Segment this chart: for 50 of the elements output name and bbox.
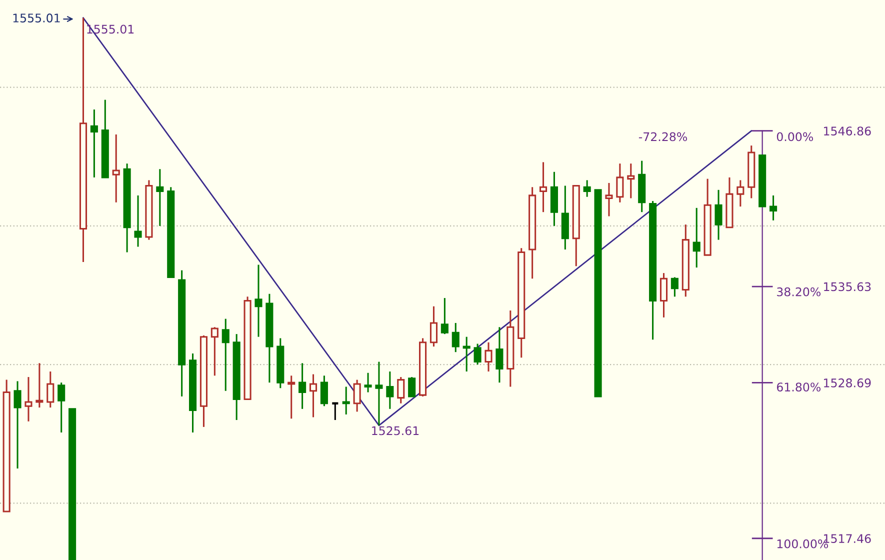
- candlestick: [616, 162, 624, 204]
- candlestick: [770, 194, 778, 222]
- annotation: 1525.61: [372, 426, 419, 436]
- candlestick: [440, 297, 448, 335]
- candlestick: [375, 361, 383, 426]
- candlestick: [364, 372, 372, 394]
- candlestick: [397, 376, 405, 404]
- candlestick: [222, 318, 230, 392]
- candlestick: [36, 362, 44, 408]
- candlestick: [134, 194, 142, 248]
- candlestick: [90, 108, 98, 178]
- candlestick: [14, 380, 22, 470]
- candlestick: [58, 382, 66, 434]
- annotation: 38.20%: [777, 287, 821, 296]
- candlestick: [736, 179, 744, 208]
- candlestick: [353, 379, 361, 412]
- candlestick: [484, 342, 492, 372]
- candlestick: [539, 161, 548, 213]
- candlestick: [496, 326, 504, 384]
- candlestick: [660, 272, 668, 318]
- candlestick: [474, 342, 482, 366]
- annotation: 1555.01: [13, 14, 60, 22]
- annotation: -72.28%: [638, 132, 687, 142]
- candlestick: [288, 374, 296, 420]
- candlestick: [386, 370, 394, 410]
- annotation: 61.80%: [776, 382, 821, 392]
- candlestick: [112, 134, 120, 204]
- candlestick: [627, 162, 635, 199]
- y-tick-label: 1546.86: [824, 126, 871, 136]
- candlestick: [210, 326, 218, 376]
- candlestick: [714, 189, 722, 241]
- candlestick: [605, 182, 613, 218]
- candlestick: [309, 373, 318, 418]
- y-tick-label: 1528.69: [824, 378, 871, 388]
- candlestick: [156, 168, 164, 227]
- candlestick: [670, 276, 678, 298]
- candlestick: [462, 336, 470, 372]
- candlestick: [583, 179, 591, 198]
- annotation: 0.00%: [776, 132, 813, 142]
- candlestick: [24, 376, 32, 422]
- candlestick: [408, 376, 416, 398]
- candlestick: [298, 362, 306, 410]
- y-tick-label: 1535.63: [824, 282, 871, 292]
- candlestick: [342, 386, 350, 416]
- candlestick: [452, 322, 460, 353]
- candlestick: [430, 306, 438, 348]
- candlestick: [320, 374, 328, 407]
- candlestick: [46, 370, 54, 408]
- candlestick: [254, 264, 262, 338]
- candlestick: [692, 207, 700, 268]
